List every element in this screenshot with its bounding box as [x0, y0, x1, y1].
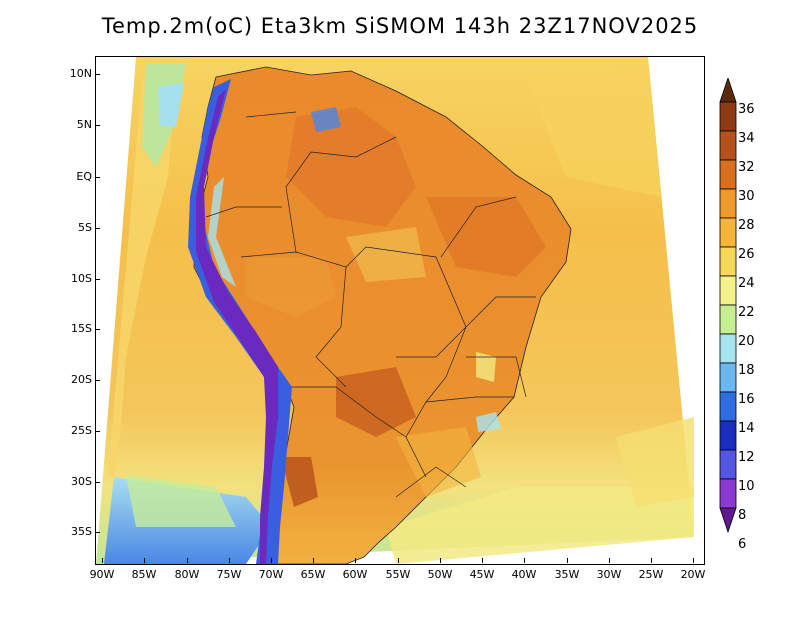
colorbar: [719, 78, 737, 534]
colorbar-segment: [719, 420, 737, 451]
lat-label: 30S: [71, 475, 92, 488]
lat-label: 25S: [71, 424, 92, 437]
colorbar-segment: [719, 391, 737, 422]
colorbar-label: 18: [738, 363, 755, 378]
colorbar-bottom-arrow: [719, 507, 737, 534]
lon-label: 35W: [554, 568, 580, 581]
lat-label: 5S: [78, 221, 92, 234]
colorbar-label: 24: [738, 276, 755, 291]
temperature-map: [96, 57, 704, 564]
lat-label: EQ: [76, 170, 92, 183]
lon-label: 90W: [89, 568, 115, 581]
colorbar-label: 12: [738, 450, 755, 465]
lon-label: 50W: [427, 568, 453, 581]
lat-label: 20S: [71, 373, 92, 386]
lon-label: 60W: [342, 568, 368, 581]
colorbar-segment: [719, 362, 737, 393]
lat-label: 10N: [69, 67, 92, 80]
colorbar-label: 8: [738, 508, 747, 523]
colorbar-top-arrow: [719, 78, 737, 103]
lon-label: 80W: [174, 568, 200, 581]
colorbar-segment: [719, 188, 737, 219]
colorbar-segment: [719, 159, 737, 190]
lon-label: 30W: [596, 568, 622, 581]
lon-label: 45W: [469, 568, 495, 581]
lon-label: 70W: [258, 568, 284, 581]
lat-label: 35S: [71, 525, 92, 538]
colorbar-segment: [719, 130, 737, 161]
colorbar-segment: [719, 449, 737, 480]
colorbar-segment: [719, 246, 737, 277]
lat-label: 15S: [71, 322, 92, 335]
colorbar-segment: [719, 217, 737, 248]
colorbar-segment: [719, 275, 737, 306]
colorbar-segment: [719, 333, 737, 364]
lon-label: 25W: [638, 568, 664, 581]
colorbar-label: 34: [738, 131, 755, 146]
colorbar-label: 10: [738, 479, 755, 494]
lat-label: 5N: [76, 118, 92, 131]
colorbar-label: 26: [738, 247, 755, 262]
colorbar-segment: [719, 478, 737, 509]
colorbar-label: 22: [738, 305, 755, 320]
map-area: [95, 56, 705, 565]
colorbar-label: 16: [738, 392, 755, 407]
colorbar-label: 32: [738, 160, 755, 175]
map-title: Temp.2m(oC) Eta3km SiSMOM 143h 23Z17NOV2…: [101, 14, 699, 38]
colorbar-label: 28: [738, 218, 755, 233]
lon-label: 40W: [511, 568, 537, 581]
colorbar-label: 6: [738, 537, 747, 552]
lon-label: 65W: [300, 568, 326, 581]
lon-label: 85W: [131, 568, 157, 581]
lon-label: 20W: [680, 568, 706, 581]
colorbar-label: 30: [738, 189, 755, 204]
colorbar-segment: [719, 101, 737, 132]
lon-label: 75W: [216, 568, 242, 581]
colorbar-label: 36: [738, 102, 755, 117]
colorbar-label: 20: [738, 334, 755, 349]
lat-label: 10S: [71, 272, 92, 285]
colorbar-label: 14: [738, 421, 755, 436]
colorbar-segment: [719, 304, 737, 335]
lon-label: 55W: [385, 568, 411, 581]
